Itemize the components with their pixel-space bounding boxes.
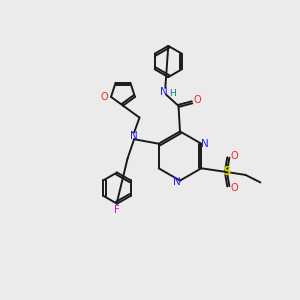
Text: S: S xyxy=(222,165,230,178)
Text: N: N xyxy=(160,86,167,97)
Text: O: O xyxy=(230,183,238,193)
Text: N: N xyxy=(130,130,137,141)
Text: F: F xyxy=(114,205,120,215)
Text: O: O xyxy=(194,95,201,105)
Text: N: N xyxy=(201,139,209,149)
Text: N: N xyxy=(172,177,180,187)
Text: O: O xyxy=(230,151,238,161)
Text: H: H xyxy=(169,89,176,98)
Text: O: O xyxy=(100,92,108,102)
